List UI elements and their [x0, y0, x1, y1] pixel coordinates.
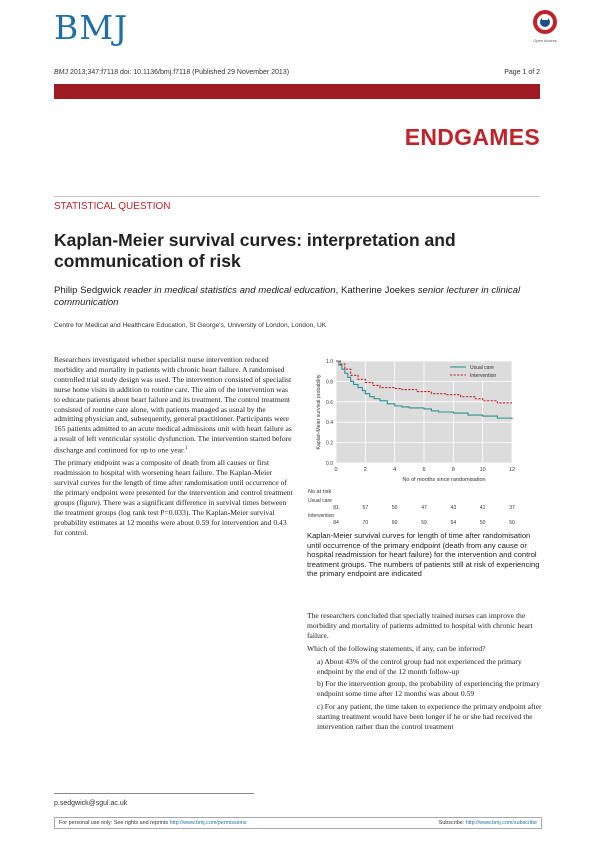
x-axis-label: No of months since randomisation [402, 477, 485, 483]
author-separator: , [335, 285, 341, 296]
article-title: Kaplan-Meier survival curves: interpreta… [54, 230, 456, 271]
question-prompt: Which of the following statements, if an… [307, 643, 486, 653]
at-risk-value: 50 [509, 520, 515, 526]
y-tick-label: 1.0 [326, 359, 333, 365]
statement-a: a) About 43% of the control group had no… [317, 656, 522, 676]
left-column: Researchers investigated whether special… [54, 355, 294, 540]
x-tick-label: 12 [509, 467, 515, 473]
x-tick-label: 0 [334, 467, 337, 473]
at-risk-value: 60 [392, 520, 398, 526]
at-risk-group-label: Intervention [308, 513, 334, 519]
series-line-1 [336, 360, 513, 420]
footer-rights-text: For personal use only: See rights and re… [59, 820, 170, 826]
author-role: senior lecturer in clinical communicatio… [54, 285, 521, 308]
footer-rights: For personal use only: See rights and re… [59, 818, 247, 828]
correspondence-email[interactable]: p.sedgwick@sgul.ac.uk [54, 800, 128, 807]
seal-label: Open Access [533, 38, 557, 43]
series-line-2 [336, 360, 512, 404]
y-tick-label: 0.4 [326, 420, 333, 426]
body-paragraph: The researchers concluded that specially… [307, 611, 533, 640]
footer-subscribe: Subscribe: http://www.bmj.com/subscribe [439, 818, 537, 828]
author-role: reader in medical statistics and medical… [123, 285, 336, 296]
at-risk-value: 59 [421, 520, 427, 526]
y-axis-label: Kaplan-Meier survival probability [316, 374, 322, 449]
footer-bar: For personal use only: See rights and re… [54, 817, 542, 829]
body-paragraph: Researchers investigated whether special… [54, 355, 294, 456]
header-bar [54, 84, 540, 99]
article-category: STATISTICAL QUESTION [54, 201, 171, 212]
bmj-logo: BMJ [54, 8, 129, 47]
page-number: Page 1 of 2 [504, 69, 540, 76]
paragraph-text: Researchers investigated whether special… [54, 355, 292, 455]
x-tick-label: 4 [393, 467, 396, 473]
open-access-seal-icon [533, 10, 557, 34]
body-paragraph: The primary endpoint was a composite of … [54, 458, 293, 537]
at-risk-value: 50 [480, 520, 486, 526]
footer-subscribe-text: Subscribe: [438, 820, 466, 826]
at-risk-value: 41 [480, 505, 486, 511]
at-risk-value: 47 [421, 505, 427, 511]
legend-label: Intervention [470, 373, 496, 379]
figure-caption: Kaplan-Meier survival curves for length … [307, 531, 540, 579]
at-risk-value: 43 [451, 505, 457, 511]
legend-label: Usual care [470, 365, 494, 371]
author-name: Katherine Joekes [340, 285, 416, 296]
at-risk-group-label: Usual care [308, 498, 332, 504]
permissions-link[interactable]: http://www.bmj.com/permissions [169, 820, 247, 826]
subscribe-link[interactable]: http://www.bmj.com/subscribe [465, 820, 537, 826]
citation-line: BMJ 2013;347:f7118 doi: 10.1136/bmj.f711… [54, 69, 289, 76]
x-tick-label: 2 [364, 467, 367, 473]
y-tick-label: 0.6 [326, 400, 333, 406]
at-risk-value: 54 [451, 520, 457, 526]
y-tick-label: 0.0 [326, 461, 333, 467]
at-risk-value: 70 [363, 520, 369, 526]
y-tick-label: 0.8 [326, 379, 333, 385]
author-name: Philip Sedgwick [54, 285, 122, 296]
section-heading: ENDGAMES [404, 124, 540, 150]
at-risk-value: 81 [333, 505, 339, 511]
citation-journal: BMJ [54, 69, 68, 76]
at-risk-value: 50 [392, 505, 398, 511]
citation-details: 2013;347:f7118 doi: 10.1136/bmj.f7118 (P… [68, 69, 290, 76]
author-line: Philip Sedgwick reader in medical statis… [54, 285, 544, 308]
footnote-divider [54, 793, 254, 794]
right-column: The researchers concluded that specially… [307, 611, 542, 735]
kaplan-meier-chart: 0.0 0.2 0.4 0.6 0.8 1.0 0 2 4 6 8 10 12 Kaplan-Meier … [308, 359, 515, 526]
at-risk-value: 57 [363, 505, 369, 511]
y-tick-label: 0.2 [326, 441, 333, 447]
divider [54, 196, 540, 197]
affiliation: Centre for Medical and Healthcare Educat… [54, 322, 327, 329]
statement-c: c) For any patient, the time taken to ex… [317, 702, 542, 732]
plot-area: 0.0 0.2 0.4 0.6 0.8 1.0 0 2 4 6 8 10 12 Kaplan-Meier … [308, 359, 515, 526]
statement-b: b) For the intervention group, the proba… [317, 679, 540, 699]
x-tick-label: 10 [480, 467, 486, 473]
at-risk-title: No at risk [308, 489, 331, 495]
x-tick-label: 6 [422, 467, 425, 473]
reference-marker[interactable]: 1 [185, 446, 188, 452]
at-risk-value: 37 [509, 505, 515, 511]
x-tick-label: 8 [452, 467, 455, 473]
at-risk-value: 84 [333, 520, 339, 526]
